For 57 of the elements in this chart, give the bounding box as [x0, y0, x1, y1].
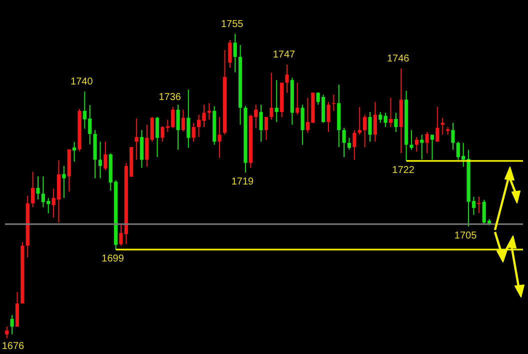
candlestick	[176, 104, 180, 150]
candlestick	[259, 104, 263, 142]
candlestick	[150, 116, 154, 142]
candlestick	[218, 116, 222, 158]
candlestick	[436, 106, 440, 142]
candlestick	[228, 39, 232, 68]
annotation: 1740	[70, 76, 94, 88]
candlestick	[98, 141, 102, 179]
candlestick	[10, 314, 14, 335]
candlestick	[134, 118, 138, 160]
candlestick	[5, 326, 9, 339]
candlestick	[285, 64, 289, 94]
candlestick	[300, 104, 304, 146]
candlestick	[270, 72, 274, 120]
candlestick	[233, 33, 237, 73]
candlestick	[31, 171, 35, 208]
candlestick	[394, 112, 398, 133]
annotation: 1719	[231, 176, 254, 188]
candlestick	[358, 106, 362, 136]
candlestick	[420, 134, 424, 160]
candlestick	[192, 122, 196, 142]
candlestick	[388, 97, 393, 128]
candlestick	[296, 82, 300, 116]
annotation: 1755	[220, 18, 244, 30]
candlestick	[156, 116, 160, 158]
candlestick	[342, 127, 346, 158]
candlestick	[104, 141, 108, 171]
candlestick	[368, 112, 372, 142]
candlestick	[186, 89, 190, 148]
candlestick	[15, 291, 20, 328]
candlestick	[451, 122, 455, 150]
candlestick	[181, 109, 186, 132]
candlestick	[425, 132, 429, 154]
annotation: 1705	[454, 230, 478, 242]
candlestick	[140, 130, 144, 168]
candlestick	[347, 137, 352, 150]
annotation: 1699	[102, 254, 124, 265]
candlestick	[373, 101, 377, 142]
candlestick	[145, 124, 149, 168]
candlestick	[207, 102, 211, 120]
annotation: 1746	[386, 53, 410, 64]
candlestick	[62, 165, 66, 198]
candlestick	[72, 142, 76, 162]
candlestick	[414, 136, 418, 152]
annotation: 1747	[272, 50, 296, 61]
candlestick	[410, 130, 414, 150]
candlestick	[352, 130, 356, 160]
candlestick	[274, 80, 278, 123]
candlestick	[362, 114, 367, 148]
candlestick	[264, 116, 268, 140]
candlestick	[326, 101, 330, 133]
annotation: 1676	[2, 341, 25, 352]
annotation: 1722	[392, 164, 415, 176]
candlestick	[332, 94, 336, 112]
candlestick	[430, 134, 434, 160]
candlestick	[36, 176, 40, 200]
annotation: 1736	[158, 92, 182, 103]
